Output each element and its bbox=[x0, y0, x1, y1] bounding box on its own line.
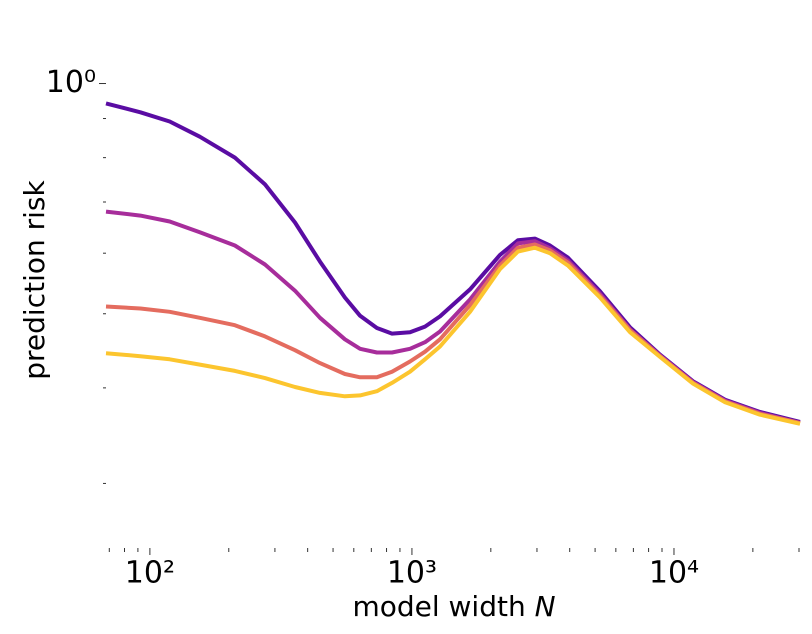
x-axis-label-variable: N bbox=[535, 590, 556, 623]
series-line bbox=[105, 245, 801, 426]
y-tick-label: 10⁰ bbox=[46, 65, 96, 100]
series-line bbox=[105, 209, 801, 425]
x-axis-label-text: model width bbox=[352, 590, 525, 623]
x-axis-label: model width N bbox=[352, 590, 555, 623]
x-tick-label: 10² bbox=[125, 556, 175, 591]
x-tick-label: 10⁴ bbox=[649, 556, 699, 591]
series-line bbox=[105, 101, 801, 424]
x-tick-label: 10³ bbox=[387, 556, 437, 591]
y-axis-label: prediction risk bbox=[18, 179, 51, 379]
